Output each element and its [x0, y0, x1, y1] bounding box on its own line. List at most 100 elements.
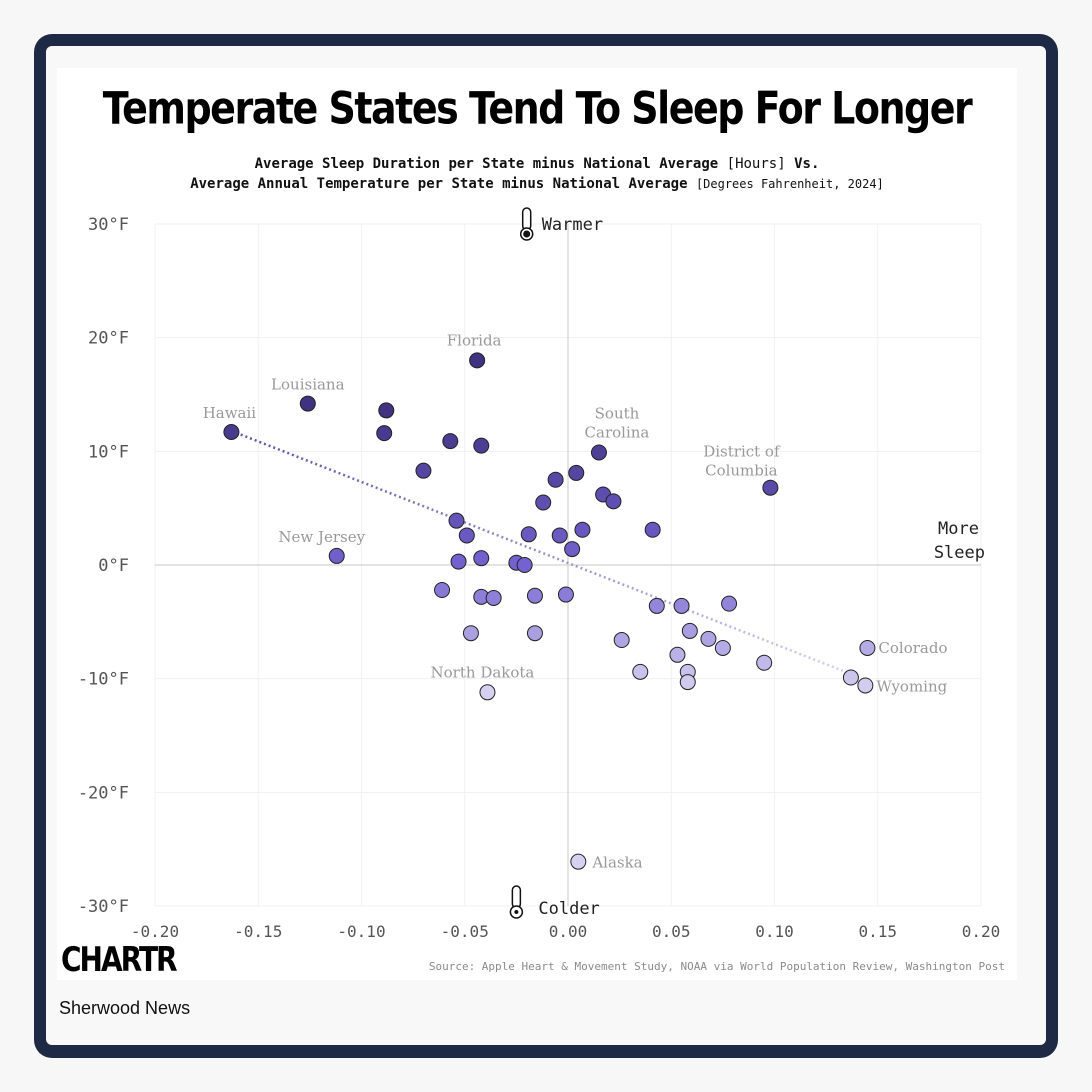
data-point	[681, 622, 698, 639]
x-tick-label: 0.10	[755, 922, 794, 941]
data-point	[762, 479, 779, 496]
data-point	[376, 425, 393, 442]
moon-icon	[989, 528, 1001, 551]
y-tick-label: -10°F	[78, 670, 129, 690]
y-tick-label: 20°F	[88, 329, 129, 349]
state-label: Florida	[447, 331, 502, 349]
state-label-line: New Jersey	[278, 528, 365, 546]
data-point	[714, 639, 731, 656]
x-tick-label: -0.05	[441, 922, 489, 941]
data-point	[448, 512, 465, 529]
data-point	[434, 582, 451, 599]
state-label-line: North Dakota	[431, 663, 535, 681]
y-tick-label: -30°F	[78, 897, 129, 917]
data-point	[450, 553, 467, 570]
state-label-line: South	[595, 404, 640, 422]
data-point	[415, 462, 432, 479]
data-point	[520, 526, 537, 543]
data-point	[458, 527, 475, 544]
subtitle-versus: Vs.	[794, 156, 820, 172]
data-point	[605, 493, 622, 510]
state-label-line: Wyoming	[876, 677, 947, 695]
y-tick-label: 10°F	[88, 442, 129, 462]
source-note: Source: Apple Heart & Movement Study, NO…	[428, 960, 1005, 973]
data-point	[756, 654, 773, 671]
scatter-chart: -0.20 -0.15 -0.10 -0.05 0.00 0.05 0.10 0.15 0.20…	[78, 207, 1001, 941]
subtitle-line-1: Average Sleep Duration per State minus N…	[57, 154, 1017, 174]
data-point	[526, 625, 543, 642]
data-point	[462, 625, 479, 642]
state-label: New Jersey	[278, 528, 365, 546]
data-point	[378, 402, 395, 419]
state-label: Alaska	[591, 854, 642, 872]
data-point	[564, 541, 581, 558]
data-point	[535, 494, 552, 511]
data-point	[551, 527, 568, 544]
state-label: North Dakota	[431, 663, 535, 681]
y-tick-label: 0°F	[98, 556, 129, 576]
x-tick-label: 0.15	[858, 922, 897, 941]
x-tick-label: 0.05	[652, 922, 691, 941]
data-point	[568, 464, 585, 481]
data-point	[648, 597, 665, 614]
state-label-line: Alaska	[591, 854, 642, 872]
brand-name: Sherwood News	[59, 998, 191, 1018]
axis-annotation-colder: Colder	[538, 899, 599, 919]
data-point	[570, 853, 587, 870]
axis-annotation-more: More	[938, 519, 979, 539]
subtitle-temperature-text: Average Annual Temperature per State min…	[190, 176, 688, 192]
data-point	[700, 630, 717, 647]
data-point	[469, 352, 486, 369]
data-point	[473, 550, 490, 567]
thermometer-cold-fill	[514, 910, 519, 914]
state-label: South Carolina	[585, 404, 650, 441]
state-label: Colorado	[878, 639, 947, 657]
thermometer-warm-icon	[521, 207, 532, 231]
state-label-line: Columbia	[705, 462, 778, 480]
chart-card: Temperate States Tend To Sleep For Longe…	[57, 68, 1017, 980]
trend-line	[230, 429, 858, 678]
data-point	[526, 587, 543, 604]
axis-annotation-warmer: Warmer	[542, 215, 603, 235]
thermometer-cold-icon	[511, 885, 522, 909]
state-label-line: District of	[703, 443, 781, 461]
state-label: District of Columbia	[703, 443, 781, 480]
data-point	[223, 424, 240, 441]
data-point	[299, 395, 316, 412]
state-label-line: Louisiana	[271, 376, 345, 394]
data-point	[721, 595, 738, 612]
axis-annotation-sleep: Sleep	[934, 543, 985, 563]
data-point	[842, 669, 859, 686]
frame: Temperate States Tend To Sleep For Longe…	[34, 34, 1058, 1058]
data-point	[669, 646, 686, 663]
data-point	[673, 597, 690, 614]
data-point	[485, 589, 502, 606]
x-tick-label: -0.10	[337, 922, 385, 941]
chartr-logo: CHARTR	[61, 940, 178, 980]
data-point	[473, 437, 490, 454]
y-tick-label: 30°F	[88, 215, 129, 235]
thermometer-warm-fill	[523, 230, 531, 238]
state-label: Wyoming	[876, 677, 947, 695]
state-label-line: Florida	[447, 331, 502, 349]
data-point	[328, 547, 345, 564]
data-point	[644, 521, 661, 538]
x-tick-label: 0.20	[962, 922, 1001, 941]
x-tick-label: -0.15	[234, 922, 282, 941]
x-tick-label: -0.20	[131, 922, 179, 941]
state-label: Louisiana	[271, 376, 345, 394]
chart-title: Temperate States Tend To Sleep For Longe…	[102, 82, 973, 134]
data-point	[442, 433, 459, 450]
data-point	[613, 632, 630, 649]
data-point	[557, 586, 574, 603]
data-point	[479, 684, 496, 701]
data-point	[857, 677, 874, 694]
data-point	[679, 674, 696, 691]
data-point	[516, 557, 533, 573]
inner-panel: Temperate States Tend To Sleep For Longe…	[46, 46, 1046, 1045]
state-label-line: Colorado	[878, 639, 947, 657]
subtitle-line-2: Average Annual Temperature per State min…	[57, 174, 1017, 194]
chart-subtitle: Average Sleep Duration per State minus N…	[57, 154, 1017, 194]
state-label-line: Carolina	[585, 423, 650, 441]
data-point	[547, 471, 564, 488]
